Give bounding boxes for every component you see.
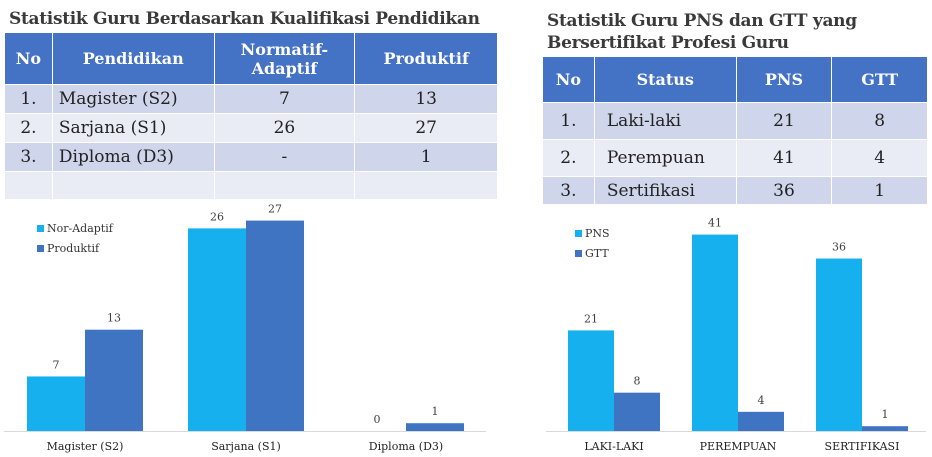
header-no: No [4, 32, 53, 85]
legend-label: PNS [585, 227, 610, 240]
left-table-header: No Pendidikan Normatif-Adaptif Produktif [4, 32, 498, 85]
right-bar-chart: 21 8 LAKI-LAKI 41 4 PEREMPUAN 36 1 SERTIFIKASI PN… [546, 217, 926, 453]
cell-no: 3. [542, 176, 595, 205]
data-label: 36 [832, 241, 846, 254]
right-title-line2: Bersertifikat Profesi Guru [547, 33, 789, 53]
left-bar-chart: 7 13 Magister (S2) 26 27 Sarjana (S1) 0 1 Diplom… [4, 203, 486, 453]
header-normatif-adaptif: Normatif-Adaptif [213, 32, 356, 85]
data-label: 1 [882, 408, 889, 421]
right-title: Statistik Guru PNS dan GTT yang Berserti… [547, 10, 857, 54]
category-label: Sarjana (S1) [211, 440, 281, 453]
cell-pendidikan: Diploma (D3) [51, 142, 215, 172]
cell-gtt: 8 [831, 102, 928, 140]
table-row: 1. Laki-laki 21 8 [542, 102, 928, 140]
header-produktif: Produktif [354, 32, 498, 85]
right-table-header: No Status PNS GTT [542, 56, 928, 103]
data-label: 27 [268, 203, 282, 216]
table-row: 3. Sertifikasi 36 1 [542, 176, 928, 205]
table-row: 3. Diploma (D3) - 1 [4, 142, 498, 172]
data-label: 7 [53, 358, 60, 371]
legend-label: Nor-Adaptif [47, 222, 114, 235]
bar-pns-perempuan [692, 234, 738, 431]
legend-label: Produktif [47, 242, 100, 255]
category-label: LAKI-LAKI [584, 440, 643, 453]
header-status: Status [593, 56, 737, 103]
cell-pendidikan: Sarjana (S1) [51, 113, 215, 143]
table-row-empty [4, 171, 498, 200]
cell-pns: 41 [735, 139, 833, 177]
cell-produktif: 13 [354, 84, 498, 114]
left-title: Statistik Guru Berdasarkan Kualifikasi P… [9, 9, 480, 29]
legend-swatch-gtt [575, 250, 582, 257]
data-label: 1 [432, 405, 439, 418]
cell-pns: 36 [735, 176, 833, 205]
data-label: 13 [107, 312, 121, 325]
cell-gtt: 4 [831, 139, 928, 177]
data-label: 26 [210, 210, 224, 223]
cell-no: 1. [4, 84, 53, 114]
right-title-line1: Statistik Guru PNS dan GTT yang [547, 11, 857, 31]
cell-pendidikan: Magister (S2) [51, 84, 215, 114]
header-no: No [542, 56, 595, 103]
data-label: 41 [708, 217, 722, 230]
cell-status: Sertifikasi [593, 176, 737, 205]
table-row: 1. Magister (S2) 7 13 [4, 84, 498, 114]
cell-status: Perempuan [593, 139, 737, 177]
bar-gtt-laki-laki [614, 392, 660, 431]
bar-gtt-sertifikasi [862, 426, 908, 431]
bar-nor-adaptif-magister-s2 [27, 376, 85, 431]
header-gtt: GTT [831, 56, 928, 103]
cell-no: 1. [542, 102, 595, 140]
cell-produktif: 1 [354, 142, 498, 172]
cell-no: 2. [542, 139, 595, 177]
cell-no: 2. [4, 113, 53, 143]
data-label: 0 [374, 413, 381, 426]
legend-swatch-nor-adaptif [37, 225, 44, 232]
bar-produktif-magister-s2 [85, 329, 143, 431]
legend-swatch-pns [575, 230, 582, 237]
data-label: 21 [584, 312, 598, 325]
category-label: Magister (S2) [47, 440, 124, 453]
legend-label: GTT [585, 247, 609, 260]
data-label: 4 [758, 394, 765, 407]
category-label: SERTIFIKASI [825, 440, 900, 453]
right-table: No Status PNS GTT 1. Laki-laki 21 8 2. P… [542, 56, 928, 205]
bar-pns-sertifikasi [816, 258, 862, 431]
cell-produktif: 27 [354, 113, 498, 143]
legend-swatch-produktif [37, 245, 44, 252]
table-row: 2. Sarjana (S1) 26 27 [4, 113, 498, 143]
data-label: 8 [634, 375, 641, 388]
bar-nor-adaptif-sarjana-s1 [188, 228, 246, 431]
cell-normatif: - [213, 142, 356, 172]
bar-produktif-sarjana-s1 [246, 220, 304, 431]
cell-gtt: 1 [831, 176, 928, 205]
cell-no: 3. [4, 142, 53, 172]
left-table: No Pendidikan Normatif-Adaptif Produktif… [4, 32, 498, 200]
cell-pns: 21 [735, 102, 833, 140]
table-row: 2. Perempuan 41 4 [542, 139, 928, 177]
header-pns: PNS [735, 56, 833, 103]
bar-produktif-diploma-d3 [406, 423, 464, 431]
category-label: Diploma (D3) [369, 440, 443, 453]
bar-gtt-perempuan [738, 411, 784, 431]
bar-pns-laki-laki [568, 330, 614, 431]
cell-normatif: 7 [213, 84, 356, 114]
cell-normatif: 26 [213, 113, 356, 143]
cell-status: Laki-laki [593, 102, 737, 140]
header-pendidikan: Pendidikan [51, 32, 215, 85]
category-label: PEREMPUAN [700, 440, 777, 453]
